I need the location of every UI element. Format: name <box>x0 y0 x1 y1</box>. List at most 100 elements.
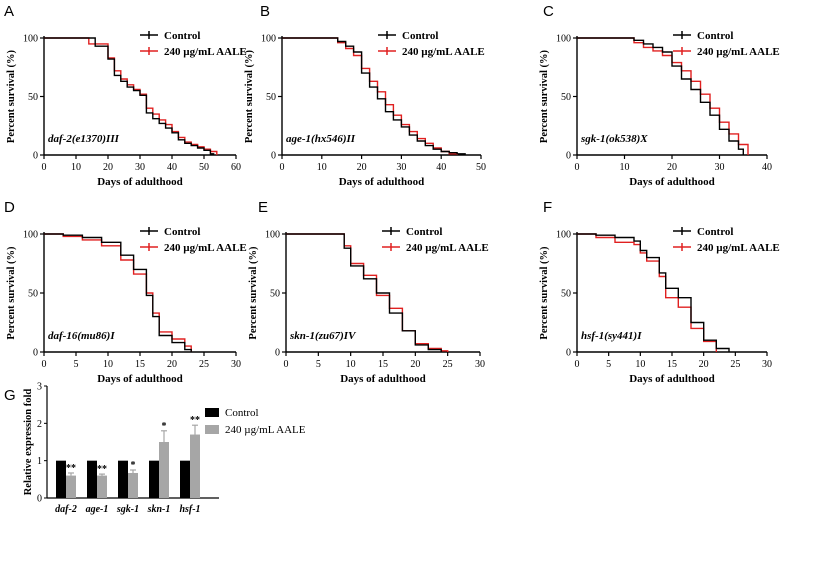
panel-label: E <box>258 199 268 216</box>
y-tick-label: 0 <box>566 151 571 162</box>
bar-control <box>118 460 128 498</box>
y-tick-label: 50 <box>561 92 571 103</box>
significance-label: * <box>162 421 167 432</box>
bar-treated <box>128 472 138 498</box>
x-axis-title: Days of adulthood <box>629 176 715 188</box>
legend-swatch-treated <box>205 425 219 434</box>
significance-label: * <box>131 460 136 471</box>
x-tick-label: 30 <box>396 162 406 173</box>
y-axis-title: Percent survival (%) <box>6 246 17 340</box>
y-tick-label: 50 <box>28 92 38 103</box>
bar-treated <box>190 434 200 498</box>
y-tick-label: 0 <box>33 348 38 359</box>
legend-swatch-control <box>205 408 219 417</box>
survival-chart-d: D 0 50 100 0 5 10 15 20 25 30 Days of adulthood Perc… <box>4 199 247 385</box>
significance-label: ** <box>97 464 107 475</box>
category-label: age-1 <box>86 504 109 515</box>
x-tick-label: 50 <box>476 162 486 173</box>
bar-control <box>149 460 159 498</box>
y-tick-label: 100 <box>265 230 280 241</box>
y-tick-label: 50 <box>561 289 571 300</box>
y-tick-label: 50 <box>266 92 276 103</box>
significance-label: ** <box>190 415 200 426</box>
panel-label: A <box>4 3 14 20</box>
panel-label: C <box>543 3 554 20</box>
survival-chart-b: B 0 50 100 0 10 20 30 40 50 Days of adulthood Perce… <box>244 3 486 188</box>
y-tick-label: 0 <box>37 494 42 505</box>
x-tick-label: 15 <box>378 359 388 370</box>
y-axis-title: Percent survival (%) <box>244 49 255 143</box>
series-line-control <box>286 233 442 352</box>
x-tick-label: 30 <box>231 359 241 370</box>
category-label: sgk-1 <box>116 504 139 515</box>
x-tick-label: 25 <box>730 359 740 370</box>
panel-label: G <box>4 387 16 404</box>
legend-label-control: Control <box>164 30 200 42</box>
x-tick-label: 40 <box>167 162 177 173</box>
legend-label-control: Control <box>406 226 442 238</box>
x-tick-label: 10 <box>346 359 356 370</box>
survival-chart-f: F 0 50 100 0 5 10 15 20 25 30 Days of adulthood Perc… <box>539 199 780 385</box>
x-tick-label: 5 <box>74 359 79 370</box>
x-tick-label: 25 <box>199 359 209 370</box>
x-tick-label: 0 <box>284 359 289 370</box>
x-tick-label: 40 <box>762 162 772 173</box>
legend-label-control: Control <box>402 30 438 42</box>
legend-label-control: Control <box>697 226 733 238</box>
x-tick-label: 15 <box>667 359 677 370</box>
bar-treated <box>159 442 169 498</box>
x-tick-label: 30 <box>762 359 772 370</box>
bar-control <box>56 460 66 498</box>
strain-annotation: hsf-1(sy441)I <box>581 330 642 342</box>
y-tick-label: 50 <box>28 289 38 300</box>
series-line-control <box>282 37 466 155</box>
x-tick-label: 30 <box>715 162 725 173</box>
y-axis-title: Relative expression fold <box>23 389 34 496</box>
x-tick-label: 20 <box>357 162 367 173</box>
x-axis-title: Days of adulthood <box>629 373 715 385</box>
x-tick-label: 0 <box>42 162 47 173</box>
x-tick-label: 20 <box>699 359 709 370</box>
legend-label-treated: 240 µg/mL AALE <box>697 46 780 58</box>
x-tick-label: 0 <box>575 162 580 173</box>
x-tick-label: 20 <box>103 162 113 173</box>
x-tick-label: 10 <box>620 162 630 173</box>
x-tick-label: 0 <box>280 162 285 173</box>
series-line-control <box>577 233 730 352</box>
x-tick-label: 5 <box>606 359 611 370</box>
category-label: daf-2 <box>55 504 77 515</box>
x-tick-label: 10 <box>635 359 645 370</box>
series-line-treated <box>282 37 458 155</box>
legend-label-control: Control <box>225 407 259 419</box>
x-tick-label: 40 <box>436 162 446 173</box>
strain-annotation: daf-16(mu86)I <box>48 330 115 342</box>
x-tick-label: 10 <box>317 162 327 173</box>
strain-annotation: daf-2(e1370)III <box>48 133 120 145</box>
y-axis-title: Percent survival (%) <box>539 246 550 340</box>
x-tick-label: 30 <box>135 162 145 173</box>
series-line-control <box>44 37 215 155</box>
series-line-control <box>577 37 744 155</box>
legend-label-treated: 240 µg/mL AALE <box>164 46 247 58</box>
legend-label-treated: 240 µg/mL AALE <box>697 242 780 254</box>
x-tick-label: 15 <box>135 359 145 370</box>
y-tick-label: 3 <box>37 382 42 393</box>
significance-label: ** <box>66 463 76 474</box>
x-tick-label: 30 <box>475 359 485 370</box>
category-label: skn-1 <box>147 504 171 515</box>
legend-label-treated: 240 µg/mL AALE <box>406 242 489 254</box>
x-tick-label: 50 <box>199 162 209 173</box>
y-tick-label: 100 <box>556 230 571 241</box>
strain-annotation: sgk-1(ok538)X <box>580 133 648 145</box>
y-axis-title: Percent survival (%) <box>248 246 259 340</box>
y-tick-label: 100 <box>23 34 38 45</box>
y-tick-label: 0 <box>566 348 571 359</box>
survival-chart-a: A 0 50 100 0 10 20 30 40 50 60 Days of adulthood Per… <box>4 3 247 188</box>
x-tick-label: 20 <box>410 359 420 370</box>
y-tick-label: 100 <box>23 230 38 241</box>
x-tick-label: 10 <box>103 359 113 370</box>
strain-annotation: skn-1(zu67)IV <box>289 330 357 342</box>
bar-treated <box>66 475 76 498</box>
